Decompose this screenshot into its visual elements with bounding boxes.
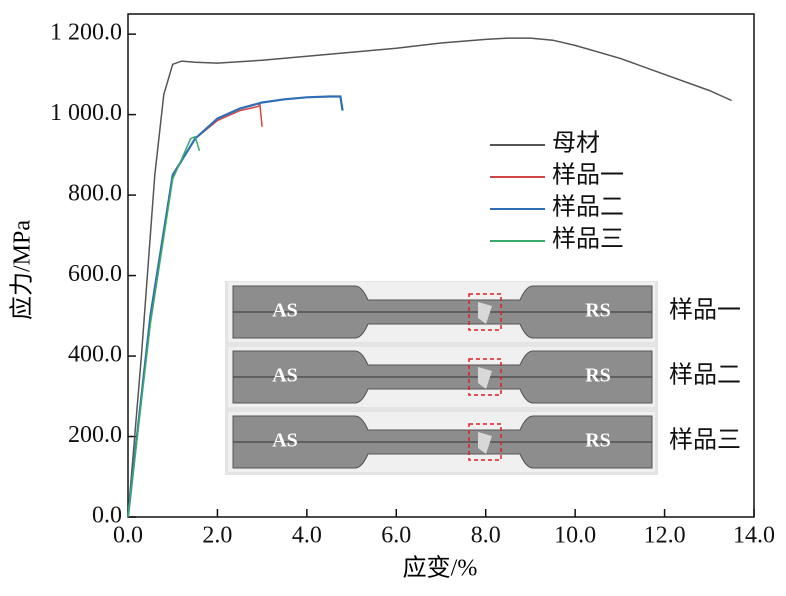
x-tick-label: 10.0 <box>554 523 596 549</box>
y-axis-label: 应力/MPa <box>9 220 36 320</box>
fracture-box <box>468 293 502 331</box>
inset-photo: AS RS 样品一 AS RS 样品二 AS RS 样品三 <box>225 281 741 475</box>
fracture-box <box>468 423 502 461</box>
inset-row-label: 样品三 <box>669 427 741 454</box>
legend-label: 样品二 <box>552 194 624 221</box>
plot-frame <box>127 13 755 518</box>
x-tick-label: 8.0 <box>471 523 501 549</box>
x-tick-label: 0.0 <box>113 523 143 549</box>
inset-right-label: RS <box>585 365 611 387</box>
inset-left-label: AS <box>272 300 298 322</box>
series-line <box>127 37 732 518</box>
fracture <box>478 432 492 454</box>
y-tick-label: 1 200.0 <box>50 20 122 46</box>
y-tick-label: 400.0 <box>68 342 122 368</box>
x-axis-label: 应变/% <box>403 555 478 582</box>
x-tick-label: 14.0 <box>733 523 775 549</box>
fracture-box <box>468 358 502 396</box>
inset-left-label: AS <box>272 430 298 452</box>
fracture <box>478 367 492 389</box>
inset-right-label: RS <box>585 300 611 322</box>
series-line <box>127 135 201 518</box>
y-tick-label: 1 000.0 <box>50 100 122 126</box>
x-tick-label: 6.0 <box>381 523 411 549</box>
x-tick-label: 4.0 <box>292 523 322 549</box>
inset-row-label: 样品一 <box>669 297 741 324</box>
inset-row-label: 样品二 <box>669 362 741 389</box>
inset-right-label: RS <box>585 430 611 452</box>
y-tick-label: 0.0 <box>92 503 122 529</box>
y-tick-label: 600.0 <box>68 261 122 287</box>
legend-label: 母材 <box>552 130 600 157</box>
y-tick-label: 200.0 <box>68 422 122 448</box>
inset-left-label: AS <box>272 365 298 387</box>
x-tick-label: 12.0 <box>644 523 686 549</box>
x-tick-label: 2.0 <box>202 523 232 549</box>
legend-label: 样品三 <box>552 226 624 253</box>
y-tick-label: 800.0 <box>68 181 122 207</box>
fracture <box>478 302 492 324</box>
legend-label: 样品一 <box>552 162 624 189</box>
